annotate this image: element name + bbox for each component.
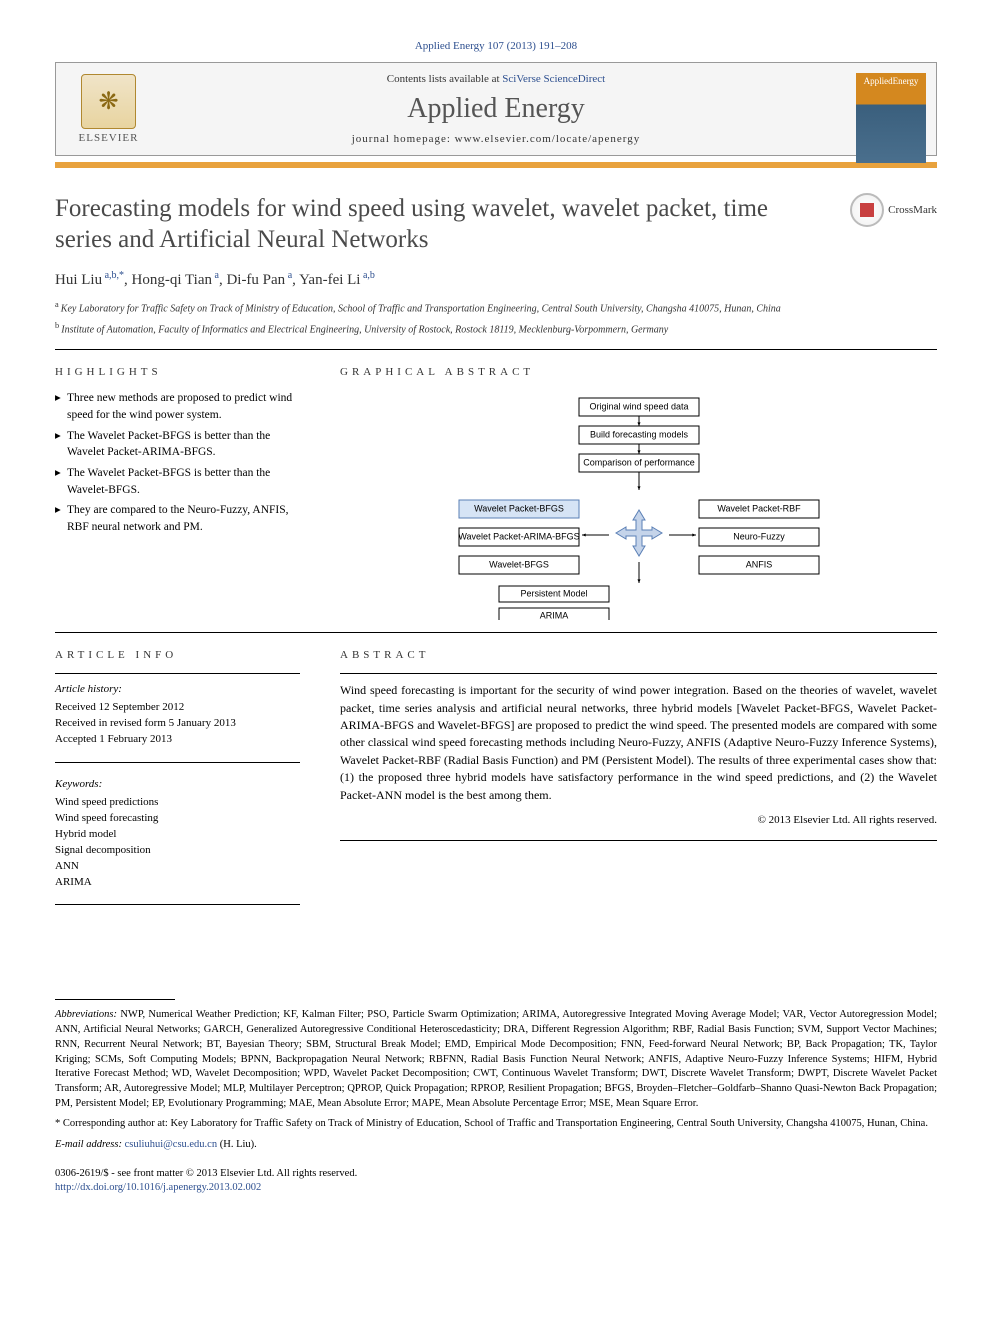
svg-text:Wavelet Packet-RBF: Wavelet Packet-RBF <box>717 504 801 514</box>
elsevier-tree-icon: ❋ <box>81 74 136 129</box>
citation-line: Applied Energy 107 (2013) 191–208 <box>55 40 937 52</box>
abstract-heading: ABSTRACT <box>340 649 937 661</box>
elsevier-logo: ❋ ELSEVIER <box>66 73 151 145</box>
history-line: Received 12 September 2012 <box>55 700 300 716</box>
svg-text:Comparison of performance: Comparison of performance <box>583 458 695 468</box>
author-affiliation-sup: a <box>212 270 219 281</box>
journal-homepage-line: journal homepage: www.elsevier.com/locat… <box>166 133 826 145</box>
author-affiliation-sup: a,b,* <box>102 270 124 281</box>
horizontal-rule <box>55 632 937 633</box>
horizontal-rule <box>55 904 300 905</box>
keyword-item: Wind speed forecasting <box>55 811 300 827</box>
journal-header-box: ❋ ELSEVIER AppliedEnergy Contents lists … <box>55 62 937 156</box>
horizontal-rule <box>55 673 300 674</box>
keyword-item: Wind speed predictions <box>55 795 300 811</box>
orange-divider-bar <box>55 162 937 168</box>
highlights-heading: HIGHLIGHTS <box>55 366 300 378</box>
keyword-item: Hybrid model <box>55 827 300 843</box>
email-footnote: E-mail address: csuliuhui@csu.edu.cn (H.… <box>55 1138 937 1153</box>
journal-cover-thumbnail: AppliedEnergy <box>856 73 926 163</box>
abstract-copyright: © 2013 Elsevier Ltd. All rights reserved… <box>340 814 937 826</box>
history-line: Accepted 1 February 2013 <box>55 732 300 748</box>
horizontal-rule <box>55 349 937 350</box>
horizontal-rule <box>340 840 937 841</box>
email-link[interactable]: csuliuhui@csu.edu.cn <box>125 1139 218 1150</box>
keywords-label: Keywords: <box>55 777 300 793</box>
footnote-rule <box>55 999 175 1000</box>
keyword-item: ARIMA <box>55 875 300 891</box>
abbreviations-label: Abbreviations: <box>55 1009 117 1020</box>
article-info-heading: ARTICLE INFO <box>55 649 300 661</box>
author-name: Yan-fei Li <box>299 272 360 288</box>
footnotes-block: Abbreviations: NWP, Numerical Weather Pr… <box>55 999 937 1152</box>
highlight-item: The Wavelet Packet-BFGS is better than t… <box>55 428 300 461</box>
author-name: Hui Liu <box>55 272 102 288</box>
abbreviations-text: NWP, Numerical Weather Prediction; KF, K… <box>55 1009 937 1108</box>
history-line: Received in revised form 5 January 2013 <box>55 716 300 732</box>
crossmark-badge[interactable]: CrossMark <box>850 193 937 227</box>
abstract-text: Wind speed forecasting is important for … <box>340 682 937 804</box>
homepage-url: www.elsevier.com/locate/apenergy <box>455 133 641 145</box>
corresponding-author-footnote: * Corresponding author at: Key Laborator… <box>55 1117 937 1132</box>
elsevier-text: ELSEVIER <box>79 132 139 144</box>
svg-text:Build forecasting models: Build forecasting models <box>589 430 688 440</box>
corresponding-text: Corresponding author at: Key Laboratory … <box>60 1118 928 1129</box>
journal-name: Applied Energy <box>166 93 826 125</box>
graphical-abstract-heading: GRAPHICAL ABSTRACT <box>340 366 937 378</box>
svg-text:Wavelet Packet-BFGS: Wavelet Packet-BFGS <box>474 504 564 514</box>
contents-available-line: Contents lists available at SciVerse Sci… <box>166 73 826 85</box>
svg-text:Persistent Model: Persistent Model <box>520 589 587 599</box>
svg-text:Wavelet-BFGS: Wavelet-BFGS <box>489 560 549 570</box>
svg-text:ANFIS: ANFIS <box>745 560 772 570</box>
email-author-suffix: (H. Liu). <box>217 1139 257 1150</box>
highlights-list: Three new methods are proposed to predic… <box>55 390 300 535</box>
crossmark-label: CrossMark <box>888 204 937 216</box>
doi-link[interactable]: http://dx.doi.org/10.1016/j.apenergy.201… <box>55 1182 261 1193</box>
issn-line: 0306-2619/$ - see front matter © 2013 El… <box>55 1167 937 1182</box>
sciencedirect-link[interactable]: SciVerse ScienceDirect <box>502 73 605 85</box>
affiliation-line: b Institute of Automation, Faculty of In… <box>55 320 937 337</box>
email-label: E-mail address: <box>55 1139 122 1150</box>
graphical-abstract-figure: Original wind speed data Build forecastin… <box>340 390 937 620</box>
crossmark-icon <box>850 193 884 227</box>
article-title: Forecasting models for wind speed using … <box>55 193 830 256</box>
svg-text:Wavelet Packet-ARIMA-BFGS: Wavelet Packet-ARIMA-BFGS <box>458 532 579 542</box>
author-name: Di-fu Pan <box>226 272 285 288</box>
highlight-item: They are compared to the Neuro-Fuzzy, AN… <box>55 502 300 535</box>
author-name: Hong-qi Tian <box>132 272 212 288</box>
highlight-item: Three new methods are proposed to predic… <box>55 390 300 423</box>
article-history-block: Article history: Received 12 September 2… <box>55 682 300 748</box>
affiliation-line: a Key Laboratory for Traffic Safety on T… <box>55 299 937 316</box>
keyword-item: Signal decomposition <box>55 843 300 859</box>
svg-text:Neuro-Fuzzy: Neuro-Fuzzy <box>733 532 785 542</box>
keywords-block: Keywords: Wind speed predictionsWind spe… <box>55 777 300 891</box>
keyword-item: ANN <box>55 859 300 875</box>
horizontal-rule <box>340 673 937 674</box>
homepage-prefix: journal homepage: <box>352 133 455 145</box>
authors-line: Hui Liu a,b,*, Hong-qi Tian a, Di-fu Pan… <box>55 270 937 289</box>
author-affiliation-sup: a <box>285 270 292 281</box>
footer-block: 0306-2619/$ - see front matter © 2013 El… <box>55 1167 937 1196</box>
article-history-label: Article history: <box>55 682 300 698</box>
abbreviations-footnote: Abbreviations: NWP, Numerical Weather Pr… <box>55 1008 937 1111</box>
author-affiliation-sup: a,b <box>360 270 374 281</box>
svg-text:Original wind speed data: Original wind speed data <box>589 402 688 412</box>
highlight-item: The Wavelet Packet-BFGS is better than t… <box>55 465 300 498</box>
contents-prefix: Contents lists available at <box>387 73 502 85</box>
horizontal-rule <box>55 762 300 763</box>
svg-text:ARIMA: ARIMA <box>539 611 568 621</box>
